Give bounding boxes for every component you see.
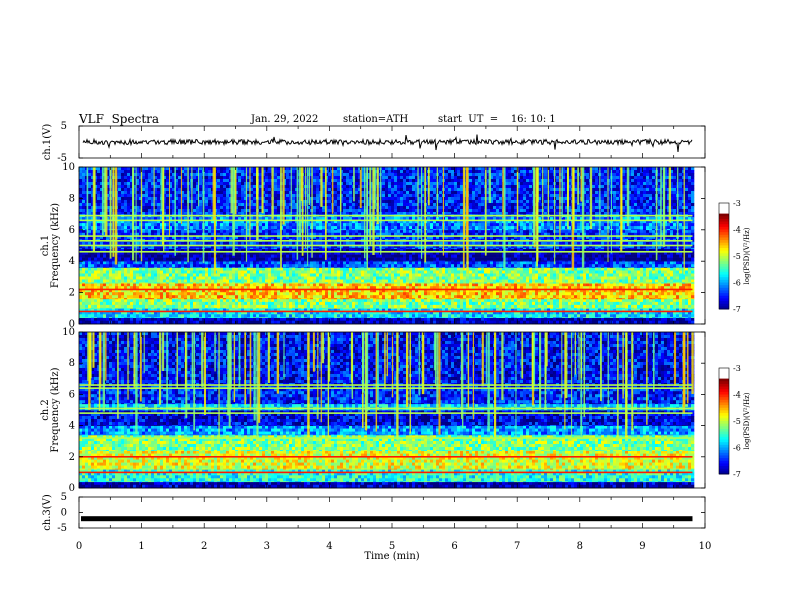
x-tick-label: 1 [138,541,144,552]
colorbar-tick: -6 [733,279,741,288]
colorbar-tick: -4 [733,391,741,400]
x-tick-label: 10 [699,541,712,552]
spectral-band-4 [79,426,694,436]
spectral-band-1 [79,469,694,482]
x-tick-label: 3 [264,541,270,552]
waveform-trace [81,516,692,521]
y-tick-label: 10 [62,327,75,338]
colorbar-tick: -6 [733,444,741,453]
spectral-band-9 [79,167,694,214]
spectral-band-1 [79,308,694,318]
colorbar-tick: -5 [733,252,741,261]
y-axis-label: ch.1(V) [42,124,53,161]
x-tick-label: 2 [201,541,207,552]
x-tick-label: 4 [326,541,332,552]
y-tick-label: 6 [69,225,75,236]
y-tick-label: 5 [61,492,67,503]
spectral-band-5 [79,261,694,268]
y-tick-label: 0 [61,508,67,519]
y-tick-label: 8 [69,193,75,204]
y-tick-label: -5 [57,523,67,534]
x-tick-label: 0 [76,541,82,552]
spectral-band-8 [79,214,694,230]
y-tick-label: 0 [69,483,75,494]
colorbar-tick: -3 [733,364,741,373]
y-axis-label: Frequency (kHz) [50,203,61,288]
y-tick-label: 6 [69,389,75,400]
y-tick-label: 2 [69,452,75,463]
y-tick-label: 5 [61,121,67,132]
y-tick-label: 4 [69,256,75,267]
colorbar-tick: -5 [733,417,741,426]
spectral-band-6 [79,404,694,411]
colorbar-ch1: -3 -4 -5 -6 -7 log(PSD)(V²/Hz) [719,199,751,314]
y-tick-label: 8 [69,358,75,369]
y-tick-label: -5 [57,153,67,164]
x-tick-label: 8 [577,541,583,552]
x-tick-label: 9 [639,541,645,552]
spectral-band-3 [79,283,694,299]
x-axis-label: Time (min) [364,551,419,562]
spectral-band-0 [79,482,694,489]
colorbar-label: log(PSD)(V²/Hz) [743,227,751,284]
x-tick-label: 7 [514,541,520,552]
colorbar-tick: -7 [733,305,741,314]
y-axis-label: ch.3(V) [42,494,53,531]
colorbar-tick: -4 [733,226,741,235]
colorbar-label: log(PSD)(V²/Hz) [743,392,751,449]
colorbar-tick: -3 [733,199,741,208]
spectral-band-4 [79,268,694,284]
spectral-band-2 [79,451,694,470]
colorbar-tick: -7 [733,470,741,479]
y-tick-label: 2 [69,288,75,299]
spectral-band-0 [79,318,694,325]
y-tick-label: 4 [69,421,75,432]
spectral-band-6 [79,249,694,262]
spectral-band-7 [79,388,694,404]
spectral-band-2 [79,299,694,309]
colorbar-ch2: -3 -4 -5 -6 -7 log(PSD)(V²/Hz) [719,364,751,479]
y-axis-label: Frequency (kHz) [50,367,61,452]
x-tick-label: 6 [451,541,457,552]
